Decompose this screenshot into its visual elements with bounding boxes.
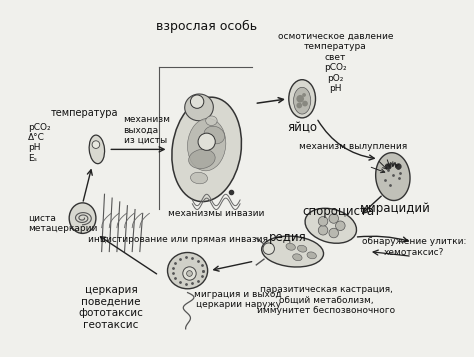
Circle shape: [336, 221, 345, 231]
Circle shape: [329, 228, 338, 238]
Circle shape: [302, 101, 308, 106]
Text: температура: температура: [51, 108, 118, 118]
Text: осмотическое давление
температура
свет
pCO₂
pO₂
pH: осмотическое давление температура свет p…: [278, 32, 393, 93]
Ellipse shape: [188, 119, 226, 171]
Ellipse shape: [167, 252, 208, 289]
Circle shape: [296, 102, 302, 108]
Circle shape: [92, 141, 100, 149]
Ellipse shape: [289, 80, 316, 118]
Ellipse shape: [185, 94, 213, 121]
Ellipse shape: [172, 97, 241, 202]
Circle shape: [183, 267, 196, 280]
Ellipse shape: [307, 252, 316, 259]
Circle shape: [318, 226, 328, 235]
Text: циста
метацеркарии: циста метацеркарии: [28, 213, 98, 233]
Ellipse shape: [286, 243, 295, 250]
Ellipse shape: [204, 126, 225, 144]
Ellipse shape: [262, 236, 324, 267]
Text: редия: редия: [269, 231, 307, 243]
Circle shape: [302, 93, 306, 97]
Ellipse shape: [298, 245, 307, 252]
Text: церкария
поведение
фототаксис
геотаксис: церкария поведение фототаксис геотаксис: [79, 285, 144, 330]
Circle shape: [296, 95, 304, 102]
Ellipse shape: [89, 135, 105, 164]
Ellipse shape: [293, 87, 311, 114]
Ellipse shape: [206, 116, 217, 126]
Ellipse shape: [191, 172, 208, 184]
Text: механизмы инвазии: механизмы инвазии: [168, 208, 264, 217]
Text: яйцо: яйцо: [287, 122, 317, 135]
Text: взрослая особь: взрослая особь: [156, 20, 257, 32]
Text: механизм вылупления: механизм вылупления: [299, 142, 407, 151]
Text: pCO₂
Δ°C
pH
Eₛ: pCO₂ Δ°C pH Eₛ: [28, 123, 51, 163]
Polygon shape: [376, 153, 410, 201]
Circle shape: [318, 216, 328, 226]
Circle shape: [198, 133, 215, 150]
Text: спороциста: спороциста: [302, 205, 374, 218]
Ellipse shape: [69, 203, 96, 233]
Text: инцистирование или прямая инвазия: инцистирование или прямая инвазия: [88, 235, 268, 244]
Text: миграция и выход
церкарии наружу: миграция и выход церкарии наружу: [194, 290, 282, 309]
Text: механизм
выхода
из цисты: механизм выхода из цисты: [124, 115, 171, 145]
Ellipse shape: [189, 149, 215, 169]
Circle shape: [187, 271, 192, 276]
Ellipse shape: [292, 254, 302, 261]
Text: паразитическая кастрация,
общий метаболизм,
иммунитет беспозвоночного: паразитическая кастрация, общий метаболи…: [257, 285, 395, 315]
Ellipse shape: [305, 208, 356, 243]
Circle shape: [329, 214, 338, 223]
Circle shape: [191, 95, 204, 108]
Text: обнаружение улитки:
хемотаксис?: обнаружение улитки: хемотаксис?: [362, 237, 466, 257]
Circle shape: [263, 243, 274, 255]
Text: мирацидий: мирацидий: [359, 202, 430, 215]
